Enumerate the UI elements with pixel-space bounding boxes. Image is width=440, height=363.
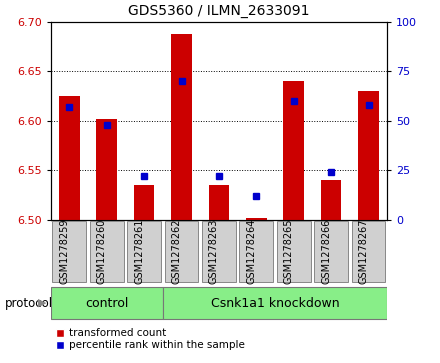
Text: GSM1278264: GSM1278264 — [246, 219, 256, 284]
Bar — [321, 180, 341, 220]
FancyBboxPatch shape — [277, 221, 311, 282]
Bar — [134, 185, 154, 220]
Bar — [59, 96, 80, 220]
Bar — [246, 218, 267, 220]
FancyBboxPatch shape — [202, 221, 236, 282]
Text: control: control — [85, 297, 128, 310]
FancyBboxPatch shape — [51, 287, 163, 319]
FancyBboxPatch shape — [352, 221, 385, 282]
Title: GDS5360 / ILMN_2633091: GDS5360 / ILMN_2633091 — [128, 4, 310, 18]
FancyBboxPatch shape — [90, 221, 124, 282]
Text: GSM1278265: GSM1278265 — [284, 219, 294, 284]
Legend: transformed count, percentile rank within the sample: transformed count, percentile rank withi… — [56, 328, 245, 350]
FancyBboxPatch shape — [314, 221, 348, 282]
Text: ▶: ▶ — [38, 298, 47, 308]
Text: GSM1278261: GSM1278261 — [134, 219, 144, 284]
Text: GSM1278259: GSM1278259 — [59, 219, 70, 284]
Text: GSM1278267: GSM1278267 — [359, 219, 368, 284]
Text: Csnk1a1 knockdown: Csnk1a1 knockdown — [211, 297, 339, 310]
Bar — [358, 91, 379, 220]
FancyBboxPatch shape — [127, 221, 161, 282]
Bar — [96, 119, 117, 220]
Bar — [283, 81, 304, 220]
FancyBboxPatch shape — [163, 287, 387, 319]
Text: protocol: protocol — [4, 297, 52, 310]
FancyBboxPatch shape — [165, 221, 198, 282]
FancyBboxPatch shape — [52, 221, 86, 282]
Bar — [209, 185, 229, 220]
Text: GSM1278263: GSM1278263 — [209, 219, 219, 284]
FancyBboxPatch shape — [239, 221, 273, 282]
Text: GSM1278262: GSM1278262 — [172, 219, 181, 284]
Text: GSM1278266: GSM1278266 — [321, 219, 331, 284]
Bar — [171, 34, 192, 220]
Text: GSM1278260: GSM1278260 — [97, 219, 107, 284]
